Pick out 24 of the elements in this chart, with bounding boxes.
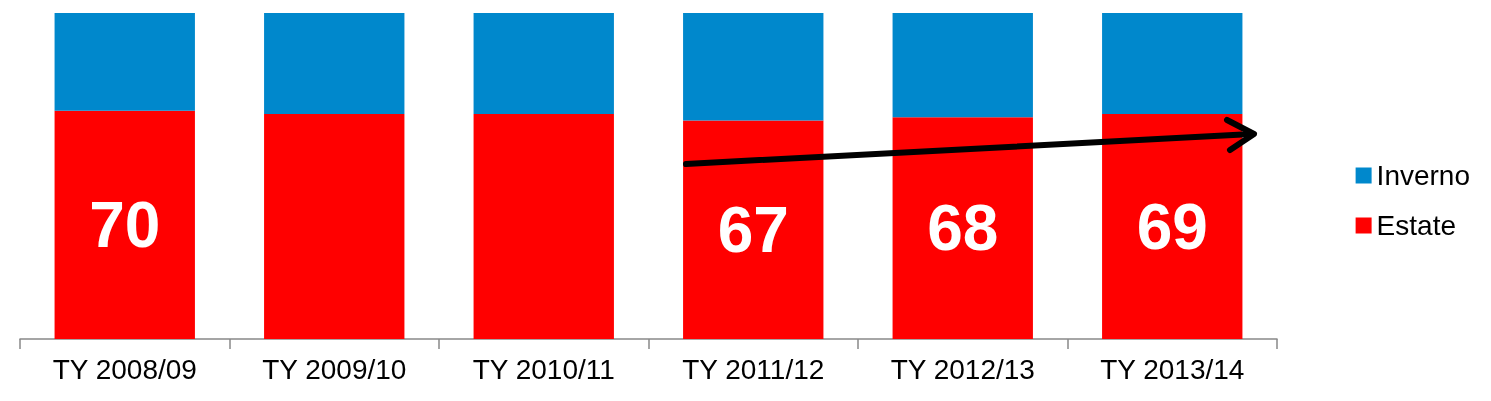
x-tick-label: TY 2008/09 [52,353,197,385]
bar [683,13,824,121]
x-tick-label: TY 2012/13 [890,353,1035,385]
bar [264,13,405,115]
bar [473,114,614,339]
data-label: 69 [1136,190,1208,263]
x-tick-label: TY 2009/10 [262,353,407,385]
x-tick-label: TY 2010/11 [472,353,615,385]
legend-label: Inverno [1376,160,1471,191]
bar [1102,13,1243,115]
legend-label: Estate [1376,210,1456,241]
data-label: 68 [927,192,999,265]
bar [264,114,405,339]
data-label: 67 [717,193,789,266]
x-tick-label: TY 2013/14 [1100,353,1245,385]
bar [892,13,1033,118]
data-label: 70 [89,188,161,261]
bar [1102,114,1243,339]
bar [54,110,195,339]
x-tick-label: TY 2011/12 [682,353,825,385]
bar [54,13,195,111]
bar [892,117,1033,339]
bar [683,120,824,339]
bar [473,13,614,115]
